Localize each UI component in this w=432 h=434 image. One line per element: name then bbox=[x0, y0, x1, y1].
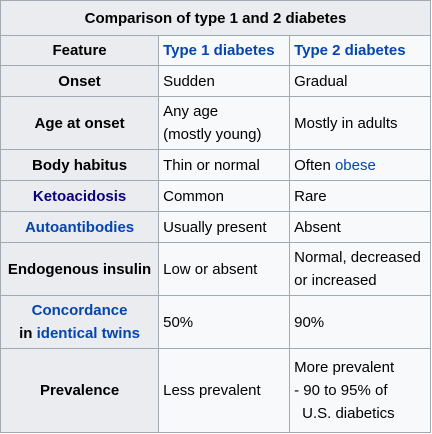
habitus-type2: Often obese bbox=[289, 149, 431, 181]
keto-type2: Rare bbox=[289, 180, 431, 212]
concordance-prefix: in bbox=[19, 325, 37, 342]
age-type1-line2: (mostly young) bbox=[163, 126, 262, 143]
table-row-age: Age at onset Any age (mostly young) Most… bbox=[0, 96, 431, 150]
table-row-prevalence: Prevalence Less prevalent More prevalent… bbox=[0, 348, 431, 433]
concordance-type1: 50% bbox=[158, 295, 291, 349]
table-row-habitus: Body habitus Thin or normal Often obese bbox=[0, 149, 431, 181]
prevalence-type2-line1: More prevalent bbox=[294, 359, 395, 376]
habitus-type2-text: Often bbox=[294, 156, 335, 174]
habitus-type1: Thin or normal bbox=[158, 149, 291, 181]
table-row-autoantibodies: Autoantibodies Usually present Absent bbox=[0, 211, 431, 243]
concordance-type2: 90% bbox=[289, 295, 431, 349]
age-type1-line1: Any age bbox=[163, 103, 219, 120]
insulin-type2-line1: Normal, decreased bbox=[294, 249, 421, 266]
prevalence-type1: Less prevalent bbox=[158, 348, 291, 433]
age-type2: Mostly in adults bbox=[289, 96, 431, 150]
autoantibodies-link[interactable]: Autoantibodies bbox=[0, 211, 160, 243]
row-label-onset: Onset bbox=[0, 65, 160, 97]
insulin-type1: Low or absent bbox=[158, 242, 291, 296]
prevalence-type2-line2: - 90 to 95% of bbox=[294, 382, 388, 399]
auto-type1: Usually present bbox=[158, 211, 291, 243]
row-label-concordance: Concordance in identical twins bbox=[0, 295, 160, 349]
table-row-onset: Onset Sudden Gradual bbox=[0, 65, 431, 97]
header-type2-link[interactable]: Type 2 diabetes bbox=[289, 35, 431, 66]
table-row-concordance: Concordance in identical twins 50% 90% bbox=[0, 295, 431, 349]
table-row-insulin: Endogenous insulin Low or absent Normal,… bbox=[0, 242, 431, 296]
header-feature: Feature bbox=[0, 35, 160, 66]
insulin-type2-line2: or increased bbox=[294, 272, 377, 289]
identical-twins-link[interactable]: identical twins bbox=[36, 325, 140, 342]
insulin-type2: Normal, decreased or increased bbox=[289, 242, 431, 296]
table-title: Comparison of type 1 and 2 diabetes bbox=[0, 0, 431, 36]
keto-type1: Common bbox=[158, 180, 291, 212]
onset-type2: Gradual bbox=[289, 65, 431, 97]
onset-type1: Sudden bbox=[158, 65, 291, 97]
row-label-age: Age at onset bbox=[0, 96, 160, 150]
concordance-link[interactable]: Concordance bbox=[31, 302, 128, 319]
header-type1-link[interactable]: Type 1 diabetes bbox=[158, 35, 291, 66]
ketoacidosis-link[interactable]: Ketoacidosis bbox=[0, 180, 160, 212]
row-label-insulin: Endogenous insulin bbox=[0, 242, 160, 296]
table-row-ketoacidosis: Ketoacidosis Common Rare bbox=[0, 180, 431, 212]
row-label-prevalence: Prevalence bbox=[0, 348, 160, 433]
obese-link[interactable]: obese bbox=[334, 156, 376, 174]
row-label-habitus: Body habitus bbox=[0, 149, 160, 181]
prevalence-type2-line3: U.S. diabetics bbox=[302, 405, 395, 422]
age-type1: Any age (mostly young) bbox=[158, 96, 291, 150]
auto-type2: Absent bbox=[289, 211, 431, 243]
prevalence-type2: More prevalent - 90 to 95% of U.S. diabe… bbox=[289, 348, 431, 433]
